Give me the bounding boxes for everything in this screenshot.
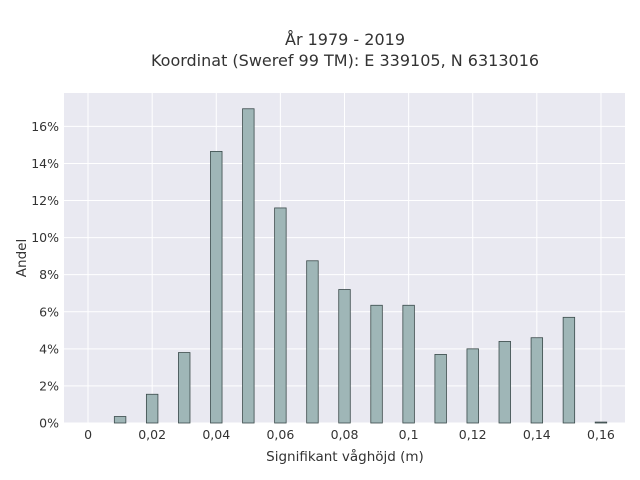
bars <box>113 108 608 424</box>
bar <box>466 348 479 424</box>
bar <box>113 416 127 424</box>
y-axis-label: Andel <box>14 239 30 277</box>
y-tick-label: 16% <box>31 119 59 134</box>
y-tick-label: 8% <box>39 267 59 282</box>
x-tick-label: 0,04 <box>202 427 230 442</box>
bar <box>145 393 159 424</box>
bar <box>242 108 255 424</box>
y-tick-label: 12% <box>31 193 59 208</box>
bar <box>274 207 287 424</box>
bar <box>210 150 223 424</box>
x-tick-label: 0,1 <box>399 427 419 442</box>
chart-title-line-2: Koordinat (Sweref 99 TM): E 339105, N 63… <box>151 51 539 70</box>
bar <box>530 337 544 424</box>
x-tick-label: 0,16 <box>587 427 615 442</box>
y-tick-label: 4% <box>39 341 59 356</box>
y-tick-label: 6% <box>39 304 59 319</box>
y-axis-ticks: 0% 2% 4% 6% 8% 10% 12% 14% 16% <box>31 119 59 431</box>
x-tick-label: 0,06 <box>266 427 294 442</box>
x-tick-label: 0,02 <box>138 427 166 442</box>
x-tick-label: 0,08 <box>331 427 359 442</box>
bar <box>562 316 576 424</box>
chart-title-line-1: År 1979 - 2019 <box>285 30 405 49</box>
bar <box>178 352 191 424</box>
y-tick-label: 0% <box>39 416 59 431</box>
x-tick-label: 0 <box>84 427 92 442</box>
y-tick-label: 14% <box>31 156 59 171</box>
bar <box>306 260 319 424</box>
bar <box>402 304 415 424</box>
bar <box>434 354 447 424</box>
y-tick-label: 10% <box>31 230 59 245</box>
bar <box>594 421 608 424</box>
x-tick-label: 0,14 <box>523 427 551 442</box>
x-axis-ticks: 0 0,02 0,04 0,06 0,08 0,1 0,12 0,14 0,16 <box>84 427 615 442</box>
bar <box>498 341 511 424</box>
x-axis-label: Signifikant våghöjd (m) <box>266 448 424 465</box>
bar <box>370 304 383 424</box>
x-tick-label: 0,12 <box>459 427 487 442</box>
y-tick-label: 2% <box>39 378 59 393</box>
bar <box>338 289 351 424</box>
